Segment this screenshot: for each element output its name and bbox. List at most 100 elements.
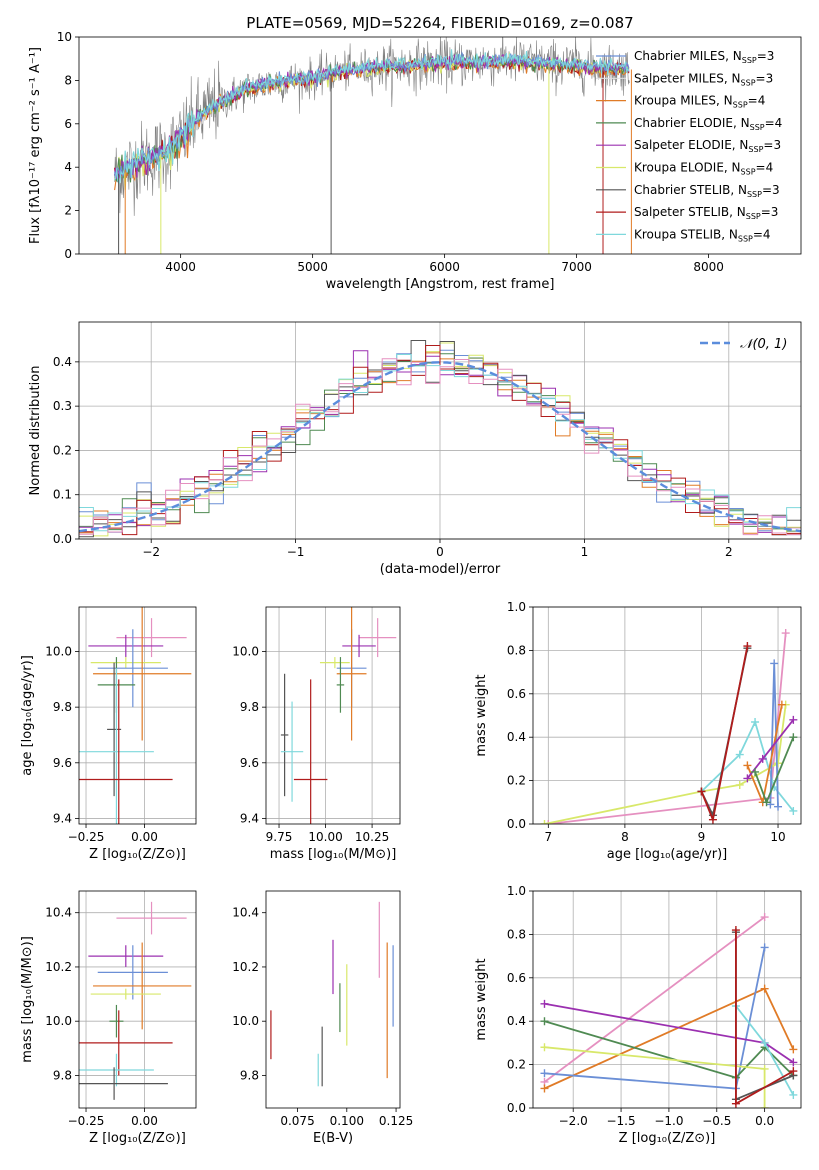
y-tick-label: 0.4 xyxy=(53,355,72,369)
y-tick-label: 0.2 xyxy=(507,1058,526,1072)
legend: Chabrier MILES, NSSP=3 Salpeter MILES, NS… xyxy=(596,49,782,243)
normal-curve xyxy=(79,361,801,533)
error-point xyxy=(79,1053,154,1087)
x-tick-label: −1 xyxy=(287,545,305,559)
y-tick-label: 9.4 xyxy=(240,811,259,825)
panel-mass-vs-metallicity: −0.25 0.00 9.8 10.0 10.2 10.4 Z [log₁₀(Z/Z⊙)] m… xyxy=(20,890,197,1146)
error-point xyxy=(88,634,164,658)
weight-series xyxy=(697,642,752,824)
weight-line xyxy=(544,1020,794,1079)
axes-frame xyxy=(78,890,197,1109)
weight-marker xyxy=(697,787,706,796)
histogram-series xyxy=(79,345,801,536)
x-axis-label: (data-model)/error xyxy=(380,562,501,577)
x-axis-label: mass [log₁₀(M/M⊙)] xyxy=(270,847,397,862)
x-tick-label: 7 xyxy=(544,830,552,844)
panel-residual-distribution: −2 −1 0 1 2 0.0 0.1 0.2 0.3 0.4 (data-model)/error… xyxy=(28,321,802,577)
weight-series xyxy=(751,733,798,807)
x-tick-label: 10.00 xyxy=(308,830,342,844)
x-tick-label: 9 xyxy=(698,830,706,844)
axes-frame xyxy=(265,606,401,825)
x-tick-label: 10.25 xyxy=(355,830,389,844)
y-tick-label: 10.0 xyxy=(45,1014,72,1028)
x-tick-label: −0.5 xyxy=(702,1114,731,1128)
weight-marker xyxy=(777,700,786,709)
error-point xyxy=(93,942,192,1030)
legend-entry: 𝒩(0, 1) xyxy=(740,337,787,352)
weight-series xyxy=(540,700,790,824)
weight-marker xyxy=(540,1043,549,1052)
y-tick-label: 1.0 xyxy=(507,600,526,614)
error-point xyxy=(342,634,376,658)
y-tick-label: 10.0 xyxy=(232,645,259,659)
error-point xyxy=(97,629,168,708)
y-tick-label: 9.8 xyxy=(240,1068,259,1082)
error-point xyxy=(79,1067,168,1100)
y-tick-label: 1.0 xyxy=(507,884,526,898)
x-axis-label: Z [log₁₀(Z/Z⊙)] xyxy=(89,1131,186,1146)
y-tick-label: 0.3 xyxy=(53,399,72,413)
axes-frame xyxy=(532,890,802,1109)
weight-marker xyxy=(774,802,783,811)
weight-marker xyxy=(770,659,779,668)
y-tick-label: 0.0 xyxy=(507,817,526,831)
y-axis-label: mass weight xyxy=(474,674,489,756)
error-point xyxy=(359,618,397,658)
error-point xyxy=(280,701,304,802)
legend-entry: Salpeter STELIB, NSSP=3 xyxy=(634,205,778,221)
plot-area xyxy=(79,340,801,538)
weight-marker xyxy=(735,780,744,789)
y-tick-label: 9.8 xyxy=(53,1068,72,1082)
y-tick-label: 9.6 xyxy=(53,756,72,770)
y-tick-label: 10.2 xyxy=(232,960,259,974)
weight-marker xyxy=(760,1038,769,1047)
x-tick-label: −2.0 xyxy=(559,1114,588,1128)
y-tick-label: 0.4 xyxy=(507,730,526,744)
legend-entry: Salpeter MILES, NSSP=3 xyxy=(634,71,773,87)
error-point xyxy=(293,679,328,824)
y-tick-label: 9.4 xyxy=(53,811,72,825)
axes-frame xyxy=(78,36,802,255)
weight-marker xyxy=(781,629,790,638)
weight-line xyxy=(544,704,787,824)
x-tick-label: 10 xyxy=(770,830,785,844)
weight-marker xyxy=(540,820,549,824)
x-axis-label: E(B-V) xyxy=(313,1131,353,1146)
y-tick-label: 0.2 xyxy=(507,774,526,788)
weight-marker xyxy=(789,715,798,724)
weight-marker xyxy=(774,759,783,768)
x-tick-label: 9.75 xyxy=(266,830,293,844)
y-tick-label: 9.8 xyxy=(240,700,259,714)
legend-entry: Salpeter ELODIE, NSSP=3 xyxy=(634,138,781,154)
weight-marker xyxy=(789,1067,798,1076)
y-axis-label: Normed distribution xyxy=(28,366,43,496)
panel-spectrum: 4000 5000 6000 7000 8000 0 2 4 6 8 10 wavelength [A… xyxy=(28,30,802,292)
x-tick-label: −0.25 xyxy=(68,1114,105,1128)
x-axis-label: Z [log₁₀(Z/Z⊙)] xyxy=(619,1131,716,1146)
x-tick-label: 0.00 xyxy=(131,830,158,844)
weight-line xyxy=(544,947,766,1090)
x-axis-label: wavelength [Angstrom, rest frame] xyxy=(326,277,555,292)
axes-frame xyxy=(78,606,197,825)
weight-line xyxy=(700,645,749,823)
weight-marker xyxy=(540,1069,549,1078)
weight-marker xyxy=(760,984,769,993)
error-point xyxy=(319,657,350,669)
weight-marker xyxy=(789,1090,798,1099)
weight-marker xyxy=(760,943,769,952)
weight-marker xyxy=(789,1045,798,1054)
x-tick-label: 1 xyxy=(581,545,589,559)
histogram-series xyxy=(79,358,801,536)
x-tick-label: 8000 xyxy=(693,260,724,274)
legend-entry: Kroupa ELODIE, NSSP=4 xyxy=(634,161,773,177)
weight-marker xyxy=(743,642,752,651)
y-tick-label: 0 xyxy=(64,247,72,261)
y-tick-label: 10.4 xyxy=(45,906,72,920)
y-axis-label: mass weight xyxy=(474,958,489,1040)
weight-marker xyxy=(758,754,767,763)
x-tick-label: 0.0 xyxy=(755,1114,774,1128)
y-tick-label: 10.0 xyxy=(232,1014,259,1028)
error-point xyxy=(97,945,168,1000)
x-tick-label: 0.125 xyxy=(379,1114,413,1128)
y-tick-label: 0.4 xyxy=(507,1014,526,1028)
